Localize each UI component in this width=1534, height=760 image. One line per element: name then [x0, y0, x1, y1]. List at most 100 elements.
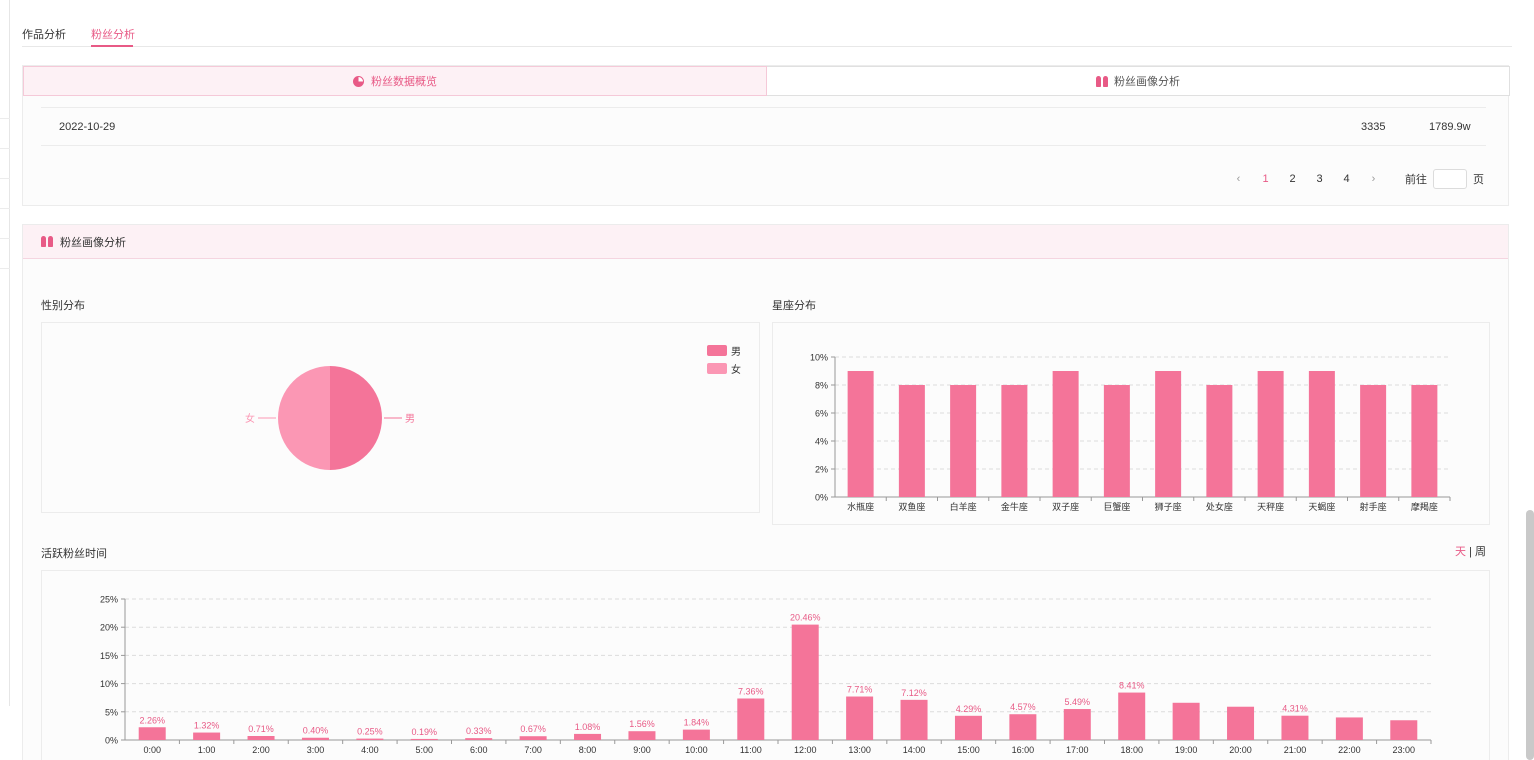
x-tick-label-12: 12:00 [794, 745, 817, 755]
row-date: 2022-10-29 [59, 121, 116, 133]
x-tick-label-7: 7:00 [524, 745, 542, 755]
bar-0 [847, 371, 874, 497]
x-tick-label-8: 8:00 [579, 745, 597, 755]
x-tick-label-11: 11:00 [740, 745, 762, 755]
y-tick-label: 8% [815, 381, 828, 391]
data-label-16: 4.57% [1010, 702, 1036, 712]
y-tick-label: 2% [815, 465, 828, 475]
bar-13 [846, 696, 874, 740]
data-label-12: 20.46% [790, 613, 821, 623]
x-tick-label-11: 摩羯座 [1411, 501, 1438, 512]
x-tick-label-6: 6:00 [470, 745, 488, 755]
x-tick-label-13: 13:00 [848, 745, 871, 755]
legend-male[interactable]: 男 [707, 341, 741, 359]
bar-22 [1335, 717, 1363, 740]
data-label-8: 1.08% [575, 722, 601, 732]
bar-23 [1390, 720, 1418, 740]
data-label-14: 7.12% [901, 688, 927, 698]
y-tick-label: 0% [105, 736, 118, 746]
legend-female-swatch [707, 362, 727, 374]
bar-2 [247, 735, 275, 740]
bar-3 [301, 737, 329, 740]
bar-3 [1001, 385, 1028, 497]
tab-fans-analysis[interactable]: 粉丝分析 [91, 29, 135, 41]
pie-chart-icon [353, 75, 364, 87]
x-tick-label-20: 20:00 [1229, 745, 1252, 755]
page-scrollbar[interactable] [1526, 510, 1534, 760]
zodiac-bar-chart: 0% 2% 4% 6% 8% 10% 水瓶座 双鱼座 白羊座 金牛座 双子座 巨蟹座 狮子座 处女座 天秤座… [810, 353, 1451, 512]
bar-0 [138, 727, 166, 740]
left-sidebar-edge [0, 0, 10, 706]
table-row: 2022-10-29 3335 1789.9w [41, 107, 1486, 146]
x-tick-label-5: 巨蟹座 [1103, 501, 1130, 512]
gender-chart-box: 男女 男 女 [41, 322, 760, 513]
people-icon [41, 236, 54, 247]
pie-slice-1 [278, 366, 330, 470]
bar-18 [1118, 692, 1146, 740]
subtab-fans-portrait[interactable]: 粉丝画像分析 [767, 66, 1510, 96]
pie-slice-0 [330, 366, 382, 470]
portrait-title: 粉丝画像分析 [60, 236, 126, 249]
bar-6 [1155, 371, 1182, 497]
bar-20 [1227, 706, 1255, 740]
portrait-header: 粉丝画像分析 [23, 225, 1508, 259]
bar-14 [900, 699, 928, 740]
data-label-15: 4.29% [956, 704, 982, 714]
pie-label-1: 女 [245, 412, 255, 425]
row-value-1: 3335 [1361, 121, 1386, 133]
x-tick-label-19: 19:00 [1175, 745, 1198, 755]
bar-7 [1206, 385, 1233, 497]
goto-page-input[interactable] [1433, 169, 1467, 189]
x-tick-label-9: 天蝎座 [1308, 501, 1335, 512]
x-tick-label-2: 2:00 [252, 745, 270, 755]
x-tick-label-4: 双子座 [1052, 501, 1079, 512]
subtab-fans-overview[interactable]: 粉丝数据概览 [23, 66, 767, 96]
y-tick-label: 6% [815, 409, 828, 419]
x-tick-label-5: 5:00 [416, 745, 434, 755]
x-tick-label-3: 金牛座 [1001, 501, 1028, 512]
x-tick-label-1: 1:00 [198, 745, 216, 755]
page-4[interactable]: 4 [1343, 173, 1350, 185]
active-tab-indicator [91, 45, 133, 47]
page-2[interactable]: 2 [1289, 173, 1296, 185]
x-tick-label-22: 22:00 [1338, 745, 1361, 755]
data-label-2: 0.71% [248, 724, 274, 734]
data-label-10: 1.84% [684, 718, 710, 728]
page-suffix: 页 [1473, 174, 1484, 186]
x-tick-label-6: 狮子座 [1155, 501, 1182, 512]
data-label-11: 7.36% [738, 686, 764, 696]
gender-chart-title: 性别分布 [41, 300, 85, 312]
data-label-6: 0.33% [466, 726, 492, 736]
zodiac-chart-title: 星座分布 [772, 300, 816, 312]
page-1[interactable]: 1 [1262, 173, 1269, 185]
next-page-icon[interactable]: › [1371, 173, 1376, 185]
x-tick-label-1: 双鱼座 [898, 501, 925, 512]
x-tick-label-8: 天秤座 [1257, 501, 1284, 512]
gender-pie-chart: 男女 [245, 366, 415, 470]
people-icon [1096, 75, 1108, 87]
toggle-week[interactable]: 周 [1475, 546, 1486, 558]
prev-page-icon[interactable]: ‹ [1236, 173, 1241, 185]
x-tick-label-9: 9:00 [633, 745, 651, 755]
bar-9 [1308, 371, 1335, 497]
analysis-tabs: 作品分析 粉丝分析 [22, 14, 1512, 47]
toggle-separator: | [1469, 546, 1472, 558]
bar-5 [1103, 385, 1130, 497]
x-tick-label-17: 17:00 [1066, 745, 1089, 755]
x-tick-label-2: 白羊座 [950, 501, 977, 512]
bar-8 [1257, 371, 1284, 497]
data-label-17: 5.49% [1065, 697, 1091, 707]
bar-1 [898, 385, 925, 497]
x-tick-label-0: 0:00 [143, 745, 161, 755]
y-tick-label: 10% [810, 353, 828, 363]
legend-female[interactable]: 女 [707, 359, 741, 377]
pagination: ‹ 1 2 3 4 › 前往 页 [1225, 169, 1484, 189]
goto-label: 前往 [1405, 174, 1427, 186]
page-3[interactable]: 3 [1316, 173, 1323, 185]
x-tick-label-4: 4:00 [361, 745, 379, 755]
toggle-day[interactable]: 天 [1455, 546, 1467, 558]
tab-works-analysis[interactable]: 作品分析 [22, 29, 66, 41]
active-time-chart-title: 活跃粉丝时间 [41, 548, 107, 560]
data-label-18: 8.41% [1119, 681, 1145, 691]
y-tick-label: 15% [100, 651, 118, 661]
